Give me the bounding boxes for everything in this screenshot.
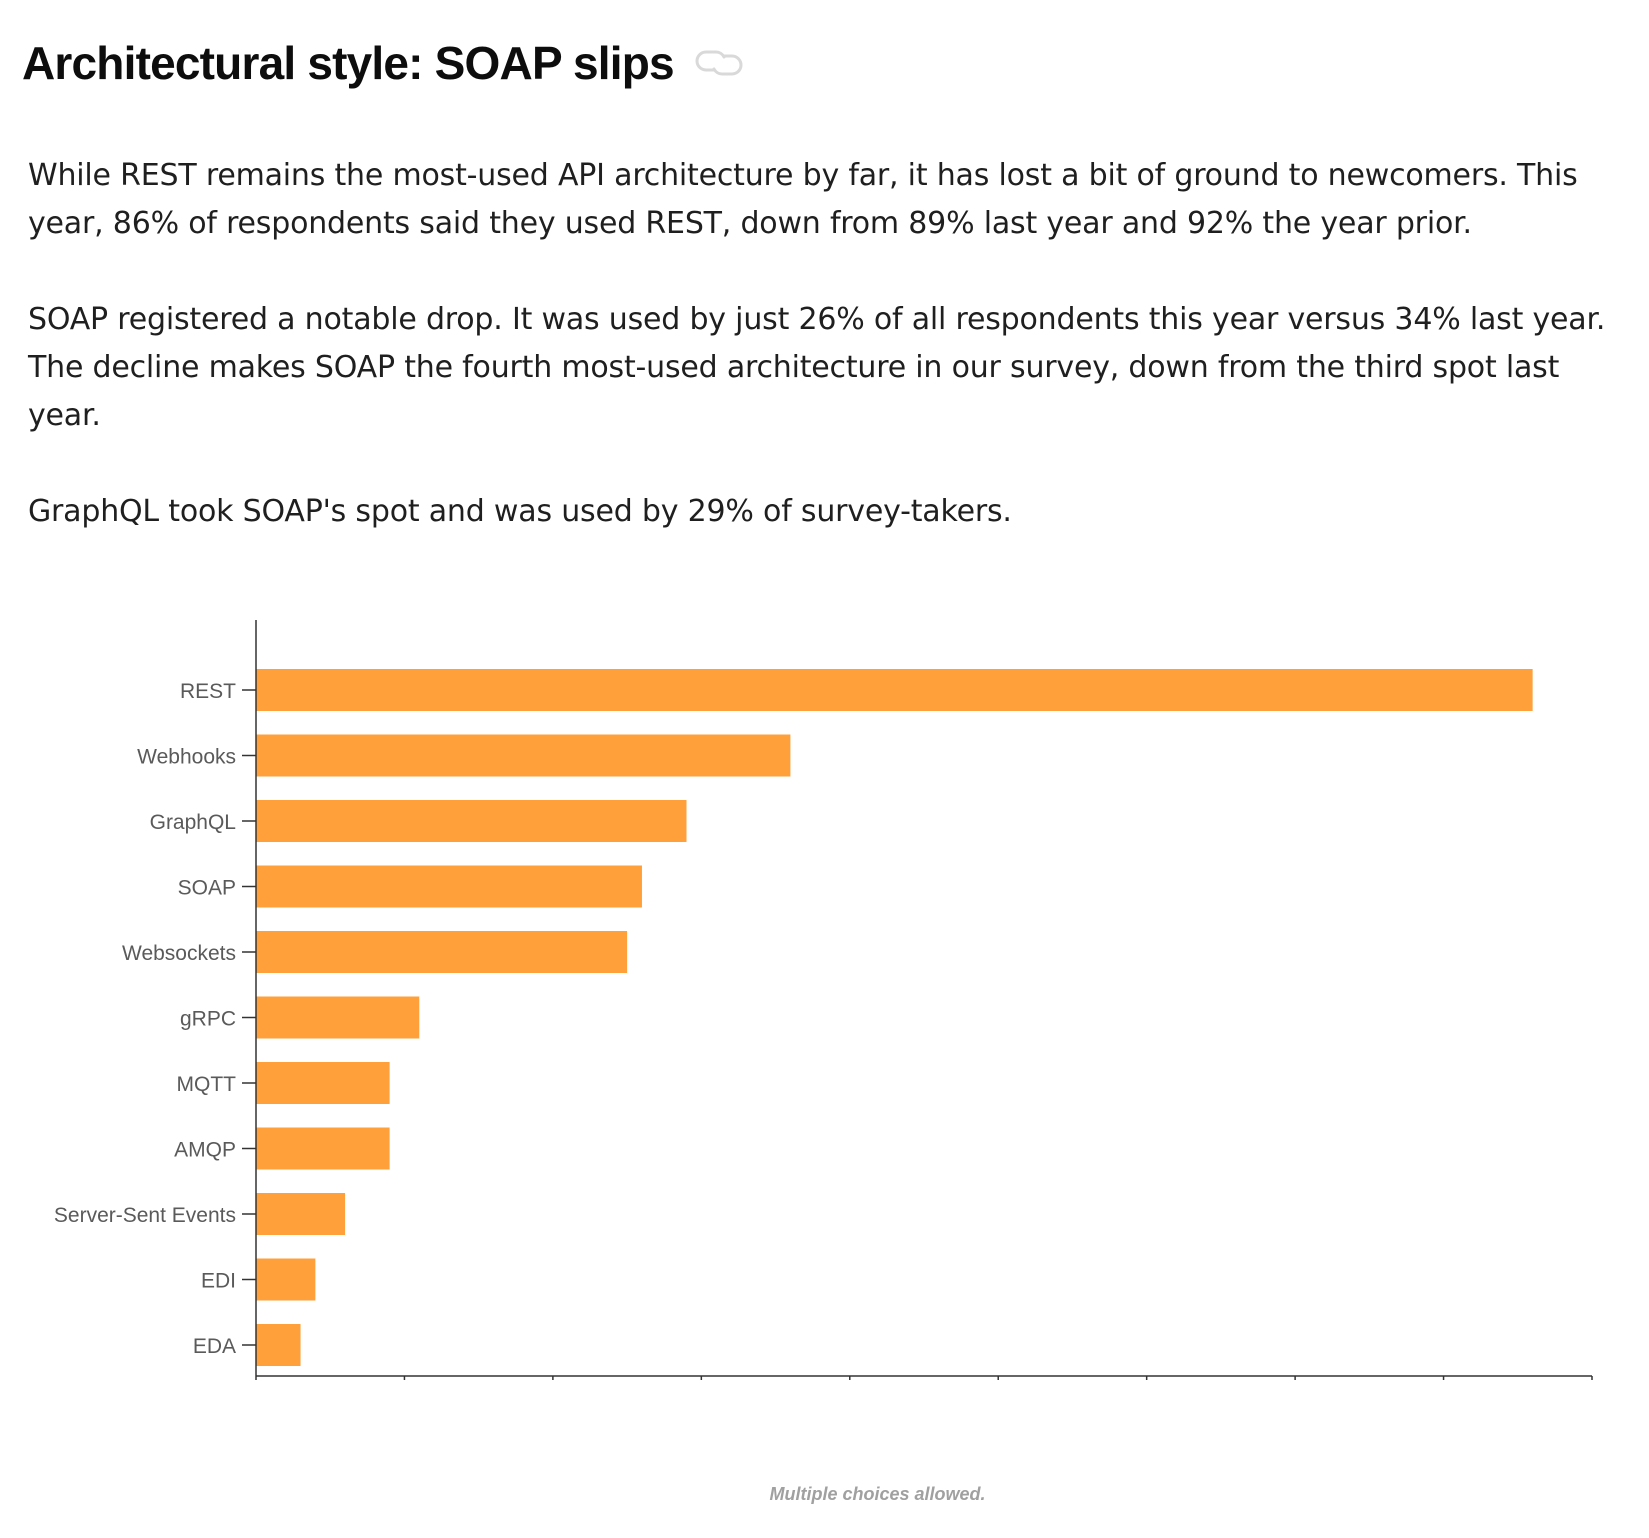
y-tick-label: Server-Sent Events <box>54 1204 236 1227</box>
bar-chart: REST Webhooks GraphQL SOAP Websockets gRPC MQT… <box>54 620 1593 1380</box>
paragraph-graphql: GraphQL took SOAP's spot and was used by… <box>28 494 1012 529</box>
y-tick-label: GraphQL <box>150 811 236 834</box>
y-tick-label: SOAP <box>178 877 236 900</box>
bar-mqtt <box>256 1062 390 1104</box>
bar-webhooks <box>256 734 791 777</box>
y-tick-label: Websockets <box>122 942 236 965</box>
y-tick-label: EDI <box>201 1270 236 1293</box>
title-row: Architectural style: SOAP slips <box>22 30 748 96</box>
link-icon[interactable] <box>692 43 748 83</box>
paragraph-soap: SOAP registered a notable drop. It was u… <box>28 302 1606 433</box>
paragraph-rest: While REST remains the most-used API arc… <box>28 158 1578 241</box>
link-icon-graphic <box>695 50 743 76</box>
bar-rest <box>256 669 1533 711</box>
bar-edi <box>256 1258 316 1301</box>
bar-server-sent-events <box>256 1193 346 1235</box>
y-tick-label: REST <box>180 680 236 703</box>
y-tick-label: AMQP <box>174 1139 236 1162</box>
bar-soap <box>256 865 642 908</box>
bar-eda <box>256 1324 301 1366</box>
bar-graphql <box>256 800 687 842</box>
bar-websockets <box>256 931 628 973</box>
bar-amqp <box>256 1127 390 1170</box>
chart-note: Multiple choices allowed. <box>769 1484 986 1504</box>
y-tick-label: Webhooks <box>137 746 236 769</box>
bar-grpc <box>256 996 420 1039</box>
y-tick-label: gRPC <box>180 1008 236 1031</box>
y-tick-label: MQTT <box>177 1073 237 1096</box>
article-body: While REST remains the most-used API arc… <box>28 152 1608 584</box>
y-tick-label: EDA <box>193 1335 236 1358</box>
page-title: Architectural style: SOAP slips <box>22 37 675 89</box>
